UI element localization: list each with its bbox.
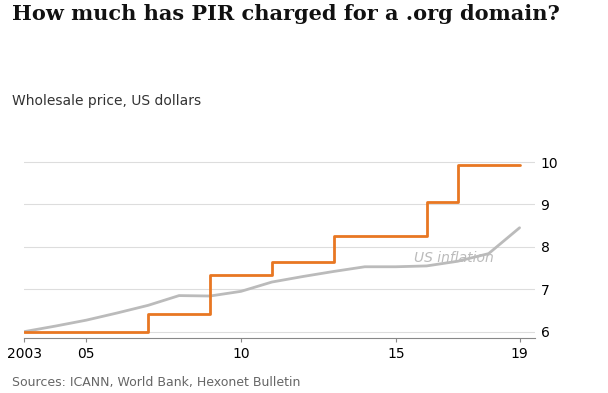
Text: Sources: ICANN, World Bank, Hexonet Bulletin: Sources: ICANN, World Bank, Hexonet Bull…: [12, 376, 300, 389]
Text: Wholesale price, US dollars: Wholesale price, US dollars: [12, 94, 201, 108]
Text: How much has PIR charged for a .org domain?: How much has PIR charged for a .org doma…: [12, 4, 560, 24]
Text: US inflation: US inflation: [414, 251, 494, 265]
